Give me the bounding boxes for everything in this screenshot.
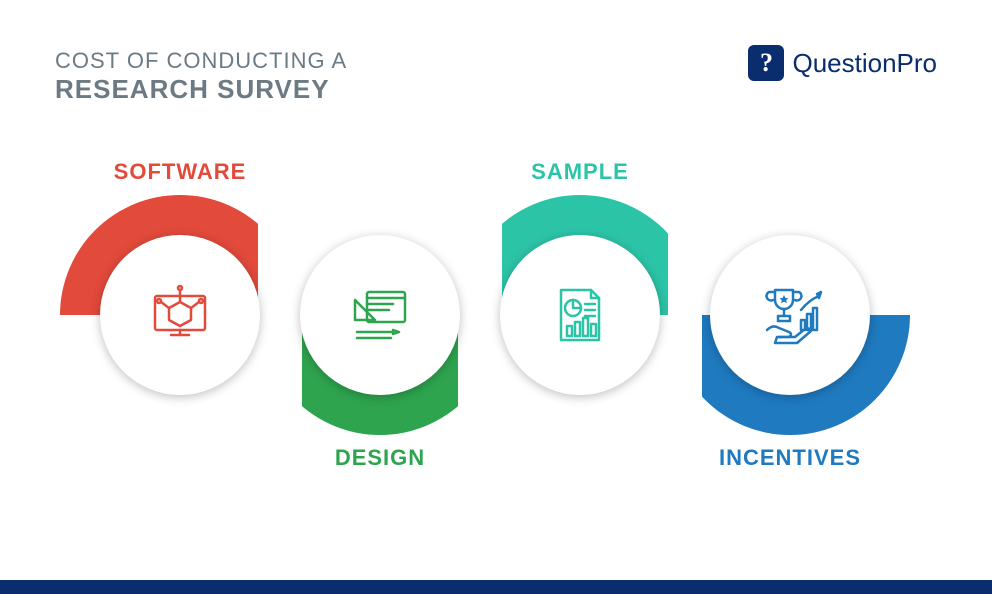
step-label: SAMPLE bbox=[490, 159, 670, 185]
design-icon bbox=[345, 280, 415, 350]
sample-icon bbox=[545, 280, 615, 350]
incentives-icon bbox=[755, 280, 825, 350]
page-title-block: COST OF CONDUCTING A RESEARCH SURVEY bbox=[55, 48, 347, 105]
brand-logo: ? QuestionPro bbox=[748, 45, 937, 81]
process-diagram: SOFTWARE DESIGN SAMPLE INCENTIVES bbox=[0, 150, 992, 510]
step-bubble bbox=[710, 235, 870, 395]
step-bubble bbox=[500, 235, 660, 395]
step-label: DESIGN bbox=[290, 445, 470, 471]
logo-text: QuestionPro bbox=[792, 48, 937, 79]
step-label: SOFTWARE bbox=[90, 159, 270, 185]
software-icon bbox=[145, 280, 215, 350]
logo-mark-icon: ? bbox=[748, 45, 784, 81]
step-bubble bbox=[100, 235, 260, 395]
step-bubble bbox=[300, 235, 460, 395]
step-label: INCENTIVES bbox=[700, 445, 880, 471]
title-line2: RESEARCH SURVEY bbox=[55, 74, 347, 105]
footer-accent-bar bbox=[0, 580, 992, 594]
title-line1: COST OF CONDUCTING A bbox=[55, 48, 347, 74]
